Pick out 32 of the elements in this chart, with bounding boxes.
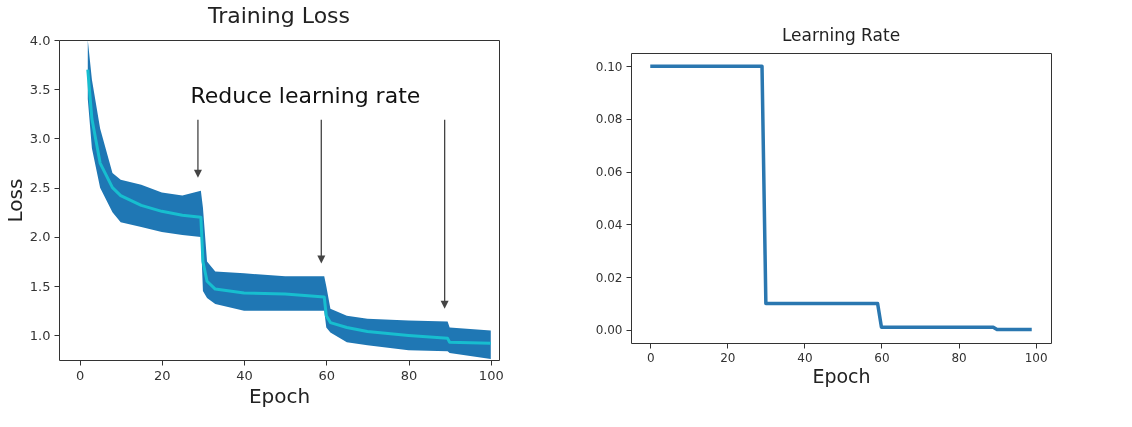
y-tick-label: 0.08 — [595, 112, 623, 127]
x-tick-label: 80 — [951, 350, 967, 365]
y-tick-label: 3.5 — [29, 81, 51, 97]
chart-title: Training Loss — [206, 3, 351, 28]
y-axis-title: Loss — [2, 178, 27, 223]
line-series — [648, 64, 1034, 332]
x-tick-label: 100 — [1024, 350, 1048, 365]
x-tick-label: 0 — [75, 367, 85, 383]
x-tick-label: 100 — [478, 367, 504, 383]
x-tick-label: 60 — [318, 367, 336, 383]
x-axis-title: Epoch — [812, 364, 871, 387]
x-axis-title: Epoch — [248, 383, 311, 408]
x-tick-label: 20 — [720, 350, 736, 365]
x-tick-label: 40 — [797, 350, 813, 365]
x-tick-label: 0 — [646, 350, 655, 365]
y-tick-label: 0.06 — [595, 165, 623, 180]
y-tick-label: 0.02 — [595, 270, 623, 285]
y-tick-label: 2.0 — [29, 229, 51, 245]
x-tick-label: 80 — [400, 367, 418, 383]
y-tick-label: 4.0 — [29, 32, 51, 48]
annotation: Reduce learning rate — [190, 83, 421, 108]
y-tick-label: 2.5 — [29, 180, 51, 196]
y-tick-label: 0.04 — [595, 217, 623, 232]
y-tick-label: 1.0 — [29, 327, 51, 343]
x-tick-label: 20 — [154, 367, 171, 383]
chart-title: Learning Rate — [781, 25, 901, 45]
y-tick-label: 0.10 — [595, 59, 623, 74]
y-tick-label: 0.00 — [595, 323, 623, 338]
y-tick-label: 3.0 — [29, 130, 51, 146]
y-tick-label: 1.5 — [29, 278, 51, 294]
x-tick-label: 60 — [874, 350, 890, 365]
x-tick-label: 40 — [236, 367, 253, 383]
